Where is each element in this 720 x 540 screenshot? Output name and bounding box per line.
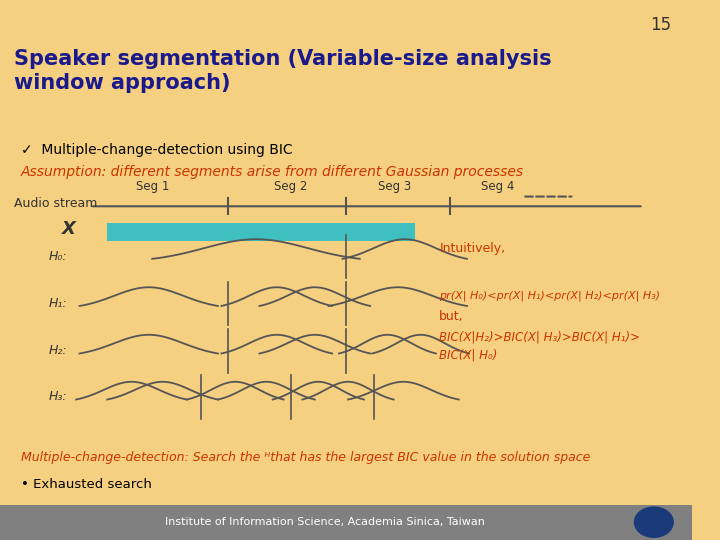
Text: Institute of Information Science, Academia Sinica, Taiwan: Institute of Information Science, Academ…: [166, 517, 485, 527]
Text: Seg 3: Seg 3: [378, 180, 411, 193]
Text: Multiple-change-detection: Search the ᴴthat has the largest BIC value in the sol: Multiple-change-detection: Search the ᴴt…: [21, 451, 590, 464]
Text: H₂:: H₂:: [48, 345, 67, 357]
FancyBboxPatch shape: [0, 505, 692, 540]
Circle shape: [634, 507, 673, 537]
Text: 15: 15: [650, 16, 671, 34]
Text: H₁:: H₁:: [48, 297, 67, 310]
Text: BIC(X|H₂)>BIC(X| H₃)>BIC(X| H₁)>
BIC(X| H₀): BIC(X|H₂)>BIC(X| H₃)>BIC(X| H₁)> BIC(X| …: [439, 330, 640, 361]
Text: Intuitively,: Intuitively,: [439, 242, 505, 255]
Text: Seg 2: Seg 2: [274, 180, 307, 193]
Text: Seg 4: Seg 4: [482, 180, 515, 193]
FancyBboxPatch shape: [107, 223, 415, 241]
Text: Speaker segmentation (Variable-size analysis
window approach): Speaker segmentation (Variable-size anal…: [14, 49, 552, 93]
Text: ✓  Multiple-change-detection using BIC: ✓ Multiple-change-detection using BIC: [21, 143, 292, 157]
Text: Assumption: different segments arise from different Gaussian processes: Assumption: different segments arise fro…: [21, 165, 524, 179]
Text: pr(X| H₀)<pr(X| H₁)<pr(X| H₂)<pr(X| H₃): pr(X| H₀)<pr(X| H₁)<pr(X| H₂)<pr(X| H₃): [439, 290, 660, 301]
Text: Seg 1: Seg 1: [135, 180, 169, 193]
Text: H₀:: H₀:: [48, 250, 67, 263]
Text: X: X: [62, 220, 76, 239]
Text: Audio stream: Audio stream: [14, 197, 97, 210]
Text: H₃:: H₃:: [48, 390, 67, 403]
Text: • Exhausted search: • Exhausted search: [21, 478, 152, 491]
Text: but,: but,: [439, 310, 464, 323]
